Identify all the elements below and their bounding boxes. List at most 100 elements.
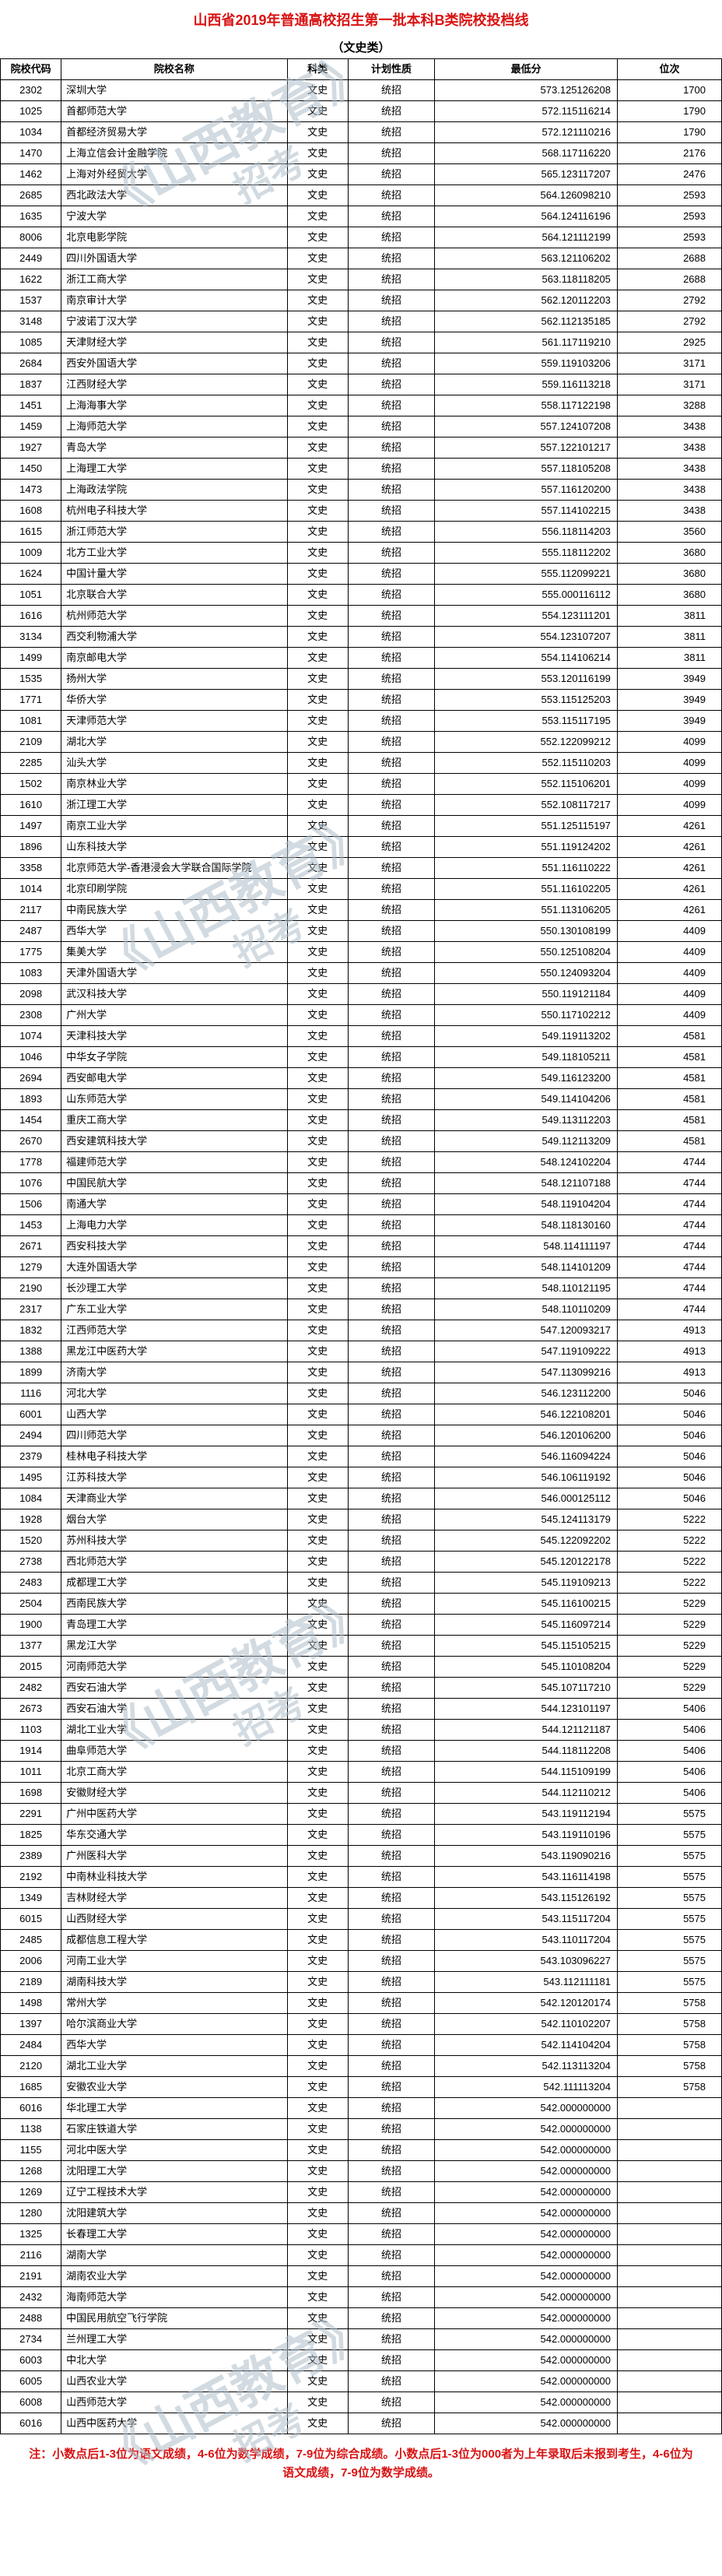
cell-rank: 5575 [617,1951,721,1972]
cell-score: 545.122092202 [435,1530,618,1552]
cell-score: 572.121110216 [435,122,618,143]
cell-name: 汕头大学 [61,753,287,774]
header-code: 院校代码 [1,59,61,80]
cell-score: 552.122099212 [435,732,618,753]
cell-code: 1103 [1,1720,61,1741]
table-row: 1535扬州大学文史统招553.1201161993949 [1,669,722,690]
cell-code: 1454 [1,1110,61,1131]
cell-code: 1074 [1,1026,61,1047]
cell-name: 北京师范大学-香港浸会大学联合国际学院 [61,858,287,879]
page-subtitle: （文史类） [0,36,722,58]
cell-score: 542.000000000 [435,2224,618,2245]
cell-code: 2684 [1,353,61,374]
table-row: 3134西交利物浦大学文史统招554.1231072073811 [1,627,722,648]
cell-score: 550.124093204 [435,963,618,984]
cell-code: 6005 [1,2371,61,2392]
cell-code: 1325 [1,2224,61,2245]
cell-subject: 文史 [287,2056,348,2077]
cell-code: 2015 [1,1657,61,1678]
cell-code: 1268 [1,2161,61,2182]
cell-code: 2109 [1,732,61,753]
cell-rank: 4913 [617,1341,721,1362]
cell-score: 554.123107207 [435,627,618,648]
cell-code: 2317 [1,1299,61,1320]
cell-plan: 统招 [348,374,435,395]
table-row: 1085天津财经大学文史统招561.1171192102925 [1,332,722,353]
cell-code: 1279 [1,1257,61,1278]
cell-subject: 文史 [287,2287,348,2308]
cell-name: 山西中医药大学 [61,2413,287,2434]
cell-plan: 统招 [348,2035,435,2056]
table-row: 1497南京工业大学文史统招551.1251151974261 [1,816,722,837]
cell-plan: 统招 [348,248,435,269]
cell-subject: 文史 [287,2077,348,2098]
cell-score: 562.112135185 [435,311,618,332]
cell-rank: 4409 [617,963,721,984]
cell-subject: 文史 [287,669,348,690]
cell-code: 2673 [1,1699,61,1720]
cell-rank: 5758 [617,2035,721,2056]
cell-subject: 文史 [287,374,348,395]
cell-rank [617,2161,721,2182]
cell-rank: 5575 [617,1825,721,1846]
table-row: 6016山西中医药大学文史统招542.000000000 [1,2413,722,2434]
cell-code: 1081 [1,711,61,732]
cell-rank: 5758 [617,1993,721,2014]
cell-plan: 统招 [348,1783,435,1804]
cell-code: 2488 [1,2308,61,2329]
cell-score: 542.110102207 [435,2014,618,2035]
cell-subject: 文史 [287,143,348,164]
cell-plan: 统招 [348,2350,435,2371]
cell-code: 1635 [1,206,61,227]
cell-rank: 3438 [617,480,721,501]
cell-plan: 统招 [348,1320,435,1341]
cell-score: 552.108117217 [435,795,618,816]
cell-plan: 统招 [348,1951,435,1972]
cell-score: 548.124102204 [435,1152,618,1173]
cell-rank: 4581 [617,1131,721,1152]
cell-code: 2487 [1,921,61,942]
cell-rank: 1790 [617,122,721,143]
table-row: 1138石家庄铁道大学文史统招542.000000000 [1,2119,722,2140]
cell-score: 546.000125112 [435,1488,618,1509]
cell-code: 2191 [1,2266,61,2287]
cell-name: 四川师范大学 [61,1425,287,1446]
cell-subject: 文史 [287,900,348,921]
cell-score: 545.107117210 [435,1678,618,1699]
cell-code: 1622 [1,269,61,290]
cell-rank: 5758 [617,2014,721,2035]
cell-plan: 统招 [348,2413,435,2434]
cell-score: 559.119103206 [435,353,618,374]
cell-plan: 统招 [348,2014,435,2035]
table-row: 1397哈尔滨商业大学文史统招542.1101022075758 [1,2014,722,2035]
cell-name: 兰州理工大学 [61,2329,287,2350]
cell-subject: 文史 [287,2140,348,2161]
cell-plan: 统招 [348,1278,435,1299]
cell-code: 1499 [1,648,61,669]
cell-name: 江西师范大学 [61,1320,287,1341]
cell-name: 浙江理工大学 [61,795,287,816]
table-row: 1034首都经济贸易大学文史统招572.1211102161790 [1,122,722,143]
table-row: 2494四川师范大学文史统招546.1201062005046 [1,1425,722,1446]
table-row: 1084天津商业大学文史统招546.0001251125046 [1,1488,722,1509]
cell-rank: 4744 [617,1278,721,1299]
cell-plan: 统招 [348,143,435,164]
cell-score: 542.120120174 [435,1993,618,2014]
table-row: 2671西安科技大学文史统招548.1141111974744 [1,1236,722,1257]
cell-subject: 文史 [287,1362,348,1383]
table-row: 1495江苏科技大学文史统招546.1061191925046 [1,1467,722,1488]
cell-plan: 统招 [348,1530,435,1552]
cell-subject: 文史 [287,837,348,858]
cell-score: 551.125115197 [435,816,618,837]
cell-plan: 统招 [348,2182,435,2203]
cell-score: 572.115116214 [435,101,618,122]
cell-subject: 文史 [287,984,348,1005]
cell-subject: 文史 [287,1594,348,1615]
cell-plan: 统招 [348,1446,435,1467]
cell-subject: 文史 [287,1215,348,1236]
cell-score: 557.124107208 [435,416,618,438]
cell-rank: 5046 [617,1446,721,1467]
cell-subject: 文史 [287,543,348,564]
cell-score: 547.120093217 [435,1320,618,1341]
cell-rank: 5406 [617,1783,721,1804]
